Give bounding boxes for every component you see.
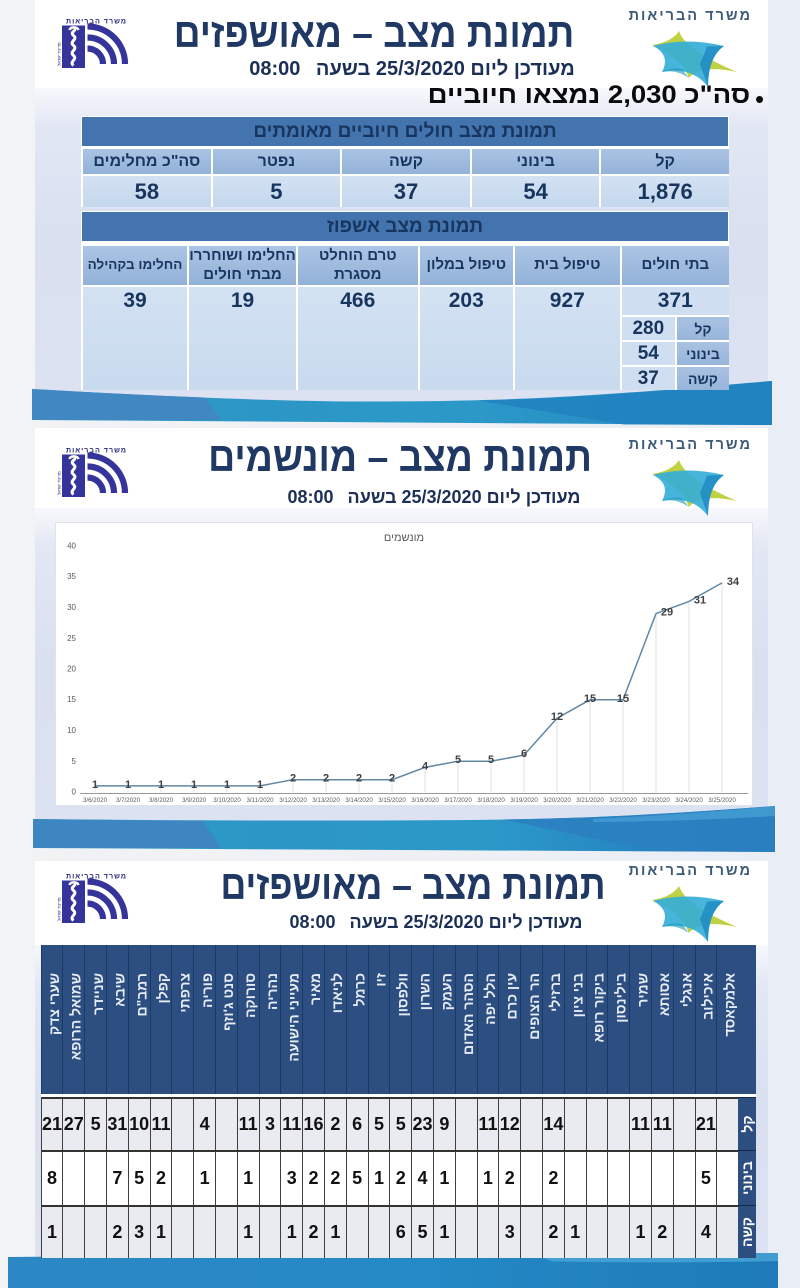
svg-text:3/18/2020: 3/18/2020 (477, 797, 505, 804)
svg-text:3/11/2020: 3/11/2020 (246, 797, 274, 804)
svg-text:3/9/2020: 3/9/2020 (182, 797, 207, 804)
svg-text:35: 35 (67, 572, 76, 581)
svg-text:3/13/2020: 3/13/2020 (312, 797, 340, 804)
svg-text:3/20/2020: 3/20/2020 (543, 797, 571, 804)
svg-text:1: 1 (158, 779, 164, 791)
svg-text:10: 10 (67, 726, 76, 735)
svg-text:31: 31 (694, 594, 706, 606)
svg-text:3/17/2020: 3/17/2020 (444, 797, 472, 804)
svg-text:2: 2 (356, 773, 362, 785)
svg-text:משרד הבריאות: משרד הבריאות (66, 446, 126, 455)
svg-text:3/14/2020: 3/14/2020 (345, 797, 373, 804)
svg-text:29: 29 (661, 607, 673, 619)
svg-text:20: 20 (67, 665, 76, 674)
svg-text:1: 1 (191, 779, 197, 791)
svg-text:3/15/2020: 3/15/2020 (378, 797, 406, 804)
svg-text:34: 34 (727, 576, 740, 588)
svg-text:3/22/2020: 3/22/2020 (609, 797, 637, 804)
svg-text:3/24/2020: 3/24/2020 (675, 797, 703, 804)
svg-text:3/8/2020: 3/8/2020 (149, 797, 174, 804)
svg-text:40: 40 (67, 542, 76, 551)
svg-text:מדינת ישראל: מדינת ישראל (57, 42, 62, 66)
svg-text:4: 4 (422, 760, 429, 772)
svg-text:6: 6 (521, 748, 527, 760)
svg-text:25: 25 (67, 634, 76, 643)
svg-text:3/25/2020: 3/25/2020 (708, 797, 736, 804)
svg-text:2: 2 (323, 773, 329, 785)
svg-text:15: 15 (67, 695, 76, 704)
svg-text:3/16/2020: 3/16/2020 (411, 797, 439, 804)
svg-text:3/19/2020: 3/19/2020 (510, 797, 538, 804)
svg-text:מונשמים: מונשמים (384, 532, 424, 544)
svg-text:מדינת ישראל: מדינת ישראל (57, 897, 62, 921)
svg-text:משרד הבריאות: משרד הבריאות (66, 17, 126, 26)
svg-text:1: 1 (92, 779, 98, 791)
svg-text:5: 5 (488, 754, 494, 766)
svg-text:2: 2 (389, 773, 395, 785)
svg-text:3/21/2020: 3/21/2020 (576, 797, 604, 804)
svg-text:30: 30 (67, 603, 76, 612)
svg-text:3/12/2020: 3/12/2020 (279, 797, 307, 804)
svg-text:משרד הבריאות: משרד הבריאות (66, 872, 126, 881)
svg-text:מדינת ישראל: מדינת ישראל (57, 471, 62, 495)
svg-text:1: 1 (257, 779, 263, 791)
svg-text:1: 1 (125, 779, 131, 791)
svg-text:5: 5 (72, 757, 77, 766)
svg-text:3/6/2020: 3/6/2020 (83, 797, 108, 804)
svg-text:15: 15 (617, 693, 629, 705)
svg-text:3/23/2020: 3/23/2020 (642, 797, 670, 804)
svg-text:12: 12 (551, 711, 563, 723)
svg-text:3/10/2020: 3/10/2020 (213, 797, 241, 804)
svg-text:2: 2 (290, 773, 296, 785)
svg-text:3/7/2020: 3/7/2020 (116, 797, 141, 804)
svg-text:15: 15 (584, 693, 596, 705)
svg-text:1: 1 (224, 779, 230, 791)
svg-text:0: 0 (72, 788, 77, 797)
svg-text:5: 5 (455, 754, 461, 766)
